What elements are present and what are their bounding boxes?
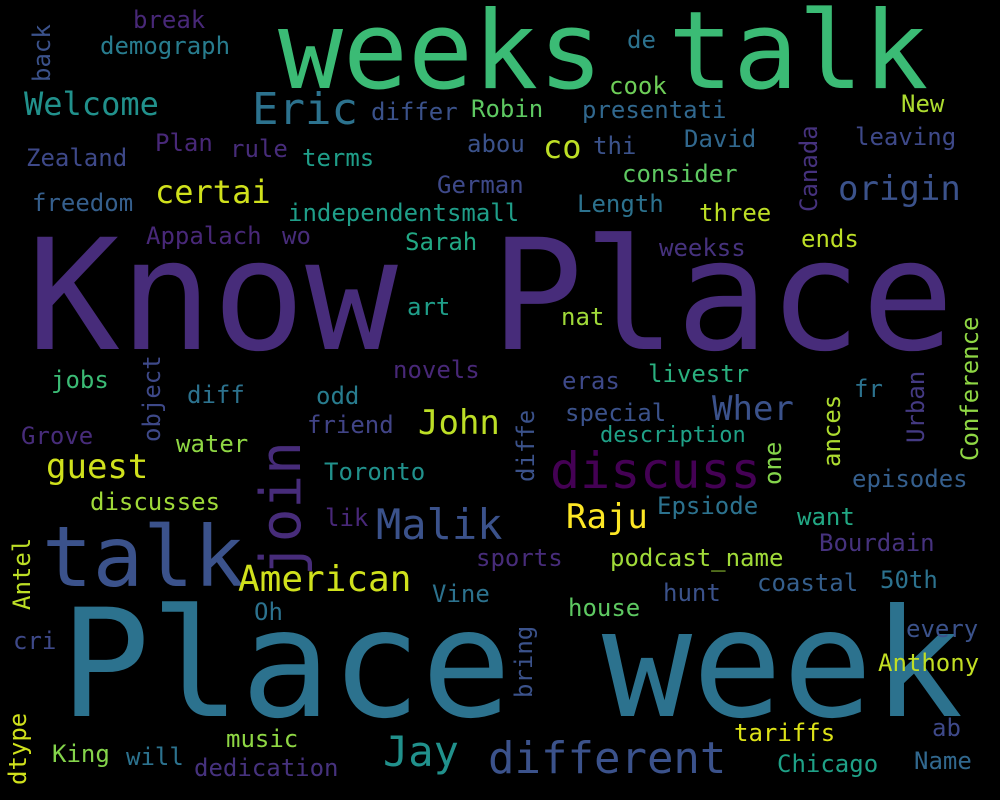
word-ab: ab <box>932 714 961 742</box>
word-will: will <box>126 743 184 771</box>
word-special: special <box>565 399 667 427</box>
word-novels: novels <box>393 356 480 384</box>
word-discusses: discusses <box>90 488 221 516</box>
word-description: description <box>600 423 746 448</box>
word-fr: fr <box>854 375 883 403</box>
word-king: King <box>52 740 110 768</box>
word-diff: diff <box>187 381 245 409</box>
word-abou: abou <box>467 130 525 158</box>
word-friend: friend <box>307 411 394 439</box>
word-antel: Antel <box>8 537 36 610</box>
word-guest: guest <box>46 447 149 487</box>
word-canada: Canada <box>795 125 823 212</box>
word-bourdain: Bourdain <box>819 529 935 557</box>
word-sports: sports <box>476 544 563 572</box>
word-ends: ends <box>801 225 859 253</box>
word-house: house <box>568 594 641 622</box>
word-place-week: Place week <box>60 578 964 752</box>
word-eric: Eric <box>252 84 358 135</box>
word-wo: wo <box>282 222 311 250</box>
word-conference: Conference <box>956 316 984 462</box>
word-episodes: episodes <box>852 465 968 493</box>
word-appalach: Appalach <box>146 222 262 250</box>
word-welcome: Welcome <box>24 85 159 123</box>
word-diffe: diffe <box>512 409 540 482</box>
word-origin: origin <box>838 169 961 209</box>
word-differ: differ <box>371 98 458 126</box>
word-chicago: Chicago <box>777 750 879 778</box>
word-ances: ances <box>818 394 846 467</box>
word-anthony: Anthony <box>878 649 980 677</box>
word-robin: Robin <box>471 95 544 123</box>
word-john: John <box>418 403 500 443</box>
word-eras: eras <box>562 367 620 395</box>
word-hunt: hunt <box>663 579 721 607</box>
word-three: three <box>699 199 772 227</box>
word-know-place: Know Place <box>27 207 955 386</box>
word-talk: talk <box>42 508 245 606</box>
word-dedication: dedication <box>194 754 339 782</box>
word-50th: 50th <box>880 566 938 594</box>
word-water: water <box>176 430 249 458</box>
word-demograph: demograph <box>100 32 231 60</box>
word-want: want <box>797 503 855 531</box>
word-thi: thi <box>593 132 637 160</box>
word-presentati: presentati <box>582 96 727 124</box>
word-co: co <box>543 128 582 166</box>
word-epsiode: Epsiode <box>657 492 759 520</box>
word-new: New <box>901 90 945 118</box>
word-malik: Malik <box>376 500 503 549</box>
word-name: Name <box>914 747 972 775</box>
word-american: American <box>238 559 412 600</box>
word-vine: Vine <box>432 580 490 608</box>
word-length: Length <box>577 190 664 218</box>
word-plan: Plan <box>155 129 213 157</box>
word-weekss: weekss <box>659 234 746 262</box>
word-cook: cook <box>609 72 667 100</box>
word-join: join <box>249 441 314 576</box>
word-raju: Raju <box>566 497 648 537</box>
word-leaving: leaving <box>855 123 957 151</box>
word-dtype: dtype <box>4 712 32 785</box>
word-coastal: coastal <box>757 569 859 597</box>
word-back: back <box>28 24 56 82</box>
word-cri: cri <box>13 627 57 655</box>
word-de: de <box>627 26 656 54</box>
word-consider: consider <box>622 160 738 188</box>
word-david: David <box>684 125 757 153</box>
word-freedom: freedom <box>32 189 134 217</box>
word-break: break <box>133 6 206 34</box>
word-certai: certai <box>155 173 271 211</box>
word-every: every <box>906 615 979 643</box>
word-independentsmall: independentsmall <box>288 199 520 227</box>
word-sarah: Sarah <box>405 228 478 256</box>
word-discuss: discuss <box>550 442 761 500</box>
word-german: German <box>437 171 524 199</box>
word-oh: Oh <box>254 598 283 626</box>
word-different: different <box>488 733 727 784</box>
word-odd: odd <box>316 382 360 410</box>
word-nat: nat <box>561 303 605 331</box>
word-jay: Jay <box>383 727 459 776</box>
word-wher: Wher <box>712 389 794 429</box>
word-art: art <box>407 293 451 321</box>
word-grove: Grove <box>21 422 94 450</box>
word-zealand: Zealand <box>26 144 128 172</box>
word-toronto: Toronto <box>324 458 426 486</box>
word-podcast-name: podcast_name <box>610 544 784 572</box>
word-one: one <box>759 441 787 485</box>
word-rule: rule <box>230 135 288 163</box>
word-terms: terms <box>302 144 375 172</box>
word-object: object <box>138 355 166 442</box>
word-livestr: livestr <box>648 360 750 388</box>
word-music: music <box>226 725 299 753</box>
word-urban: Urban <box>902 370 930 443</box>
word-lik: lik <box>325 504 369 532</box>
word-weeks-talk: weeks talk <box>278 0 929 114</box>
word-jobs: jobs <box>51 366 109 394</box>
word-tariffs: tariffs <box>734 719 836 747</box>
word-bring: bring <box>510 625 538 698</box>
